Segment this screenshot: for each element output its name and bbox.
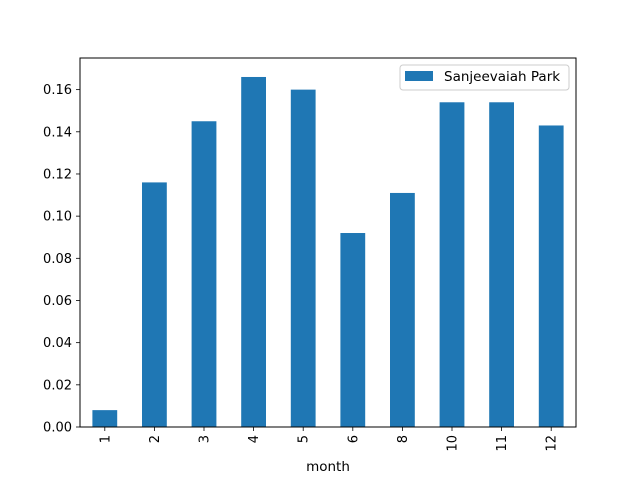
bar-month-10 bbox=[439, 102, 465, 427]
x-tick-label: 1 bbox=[98, 435, 113, 443]
bar-month-5 bbox=[290, 89, 316, 427]
bar-month-11 bbox=[489, 102, 514, 427]
bar-month-12 bbox=[538, 125, 564, 427]
bar-month-8 bbox=[390, 192, 415, 427]
x-tick-label: 3 bbox=[198, 435, 213, 443]
y-tick-label: 0.08 bbox=[43, 252, 72, 267]
bar-month-2 bbox=[142, 182, 167, 427]
x-tick-label: 4 bbox=[247, 435, 262, 443]
x-tick-label: 12 bbox=[545, 435, 560, 452]
bar-series bbox=[92, 76, 564, 427]
x-tick-label: 5 bbox=[297, 435, 312, 443]
y-tick-label: 0.12 bbox=[43, 167, 72, 182]
legend-label: Sanjeevaiah Park bbox=[444, 69, 560, 85]
y-tick-label: 0.00 bbox=[43, 421, 72, 436]
y-tick-label: 0.14 bbox=[43, 125, 72, 140]
legend-box bbox=[399, 64, 570, 91]
x-axis-label: month bbox=[306, 459, 350, 475]
y-tick-label: 0.10 bbox=[43, 210, 72, 225]
y-tick-label: 0.04 bbox=[43, 336, 72, 351]
bar-month-3 bbox=[191, 121, 217, 427]
bar-month-1 bbox=[92, 410, 118, 427]
y-tick-label: 0.06 bbox=[43, 294, 72, 309]
legend: Sanjeevaiah Park bbox=[399, 64, 570, 91]
y-tick-label: 0.02 bbox=[43, 378, 72, 393]
y-axis: 0.00 0.02 0.04 0.06 0.08 0.10 0.12 0.14 0.16 bbox=[43, 83, 80, 436]
x-axis: 1 2 3 4 5 6 8 10 11 12 bbox=[98, 427, 560, 452]
x-tick-label: 8 bbox=[396, 435, 411, 443]
x-tick-label: 6 bbox=[346, 435, 361, 443]
y-tick-label: 0.16 bbox=[43, 83, 72, 98]
x-tick-label: 10 bbox=[446, 435, 461, 452]
plot-area-frame bbox=[79, 57, 577, 428]
bar-month-4 bbox=[241, 76, 266, 427]
legend-swatch bbox=[405, 71, 433, 81]
bar-month-6 bbox=[340, 233, 366, 427]
x-tick-label: 11 bbox=[495, 435, 510, 452]
x-tick-label: 2 bbox=[148, 435, 163, 443]
